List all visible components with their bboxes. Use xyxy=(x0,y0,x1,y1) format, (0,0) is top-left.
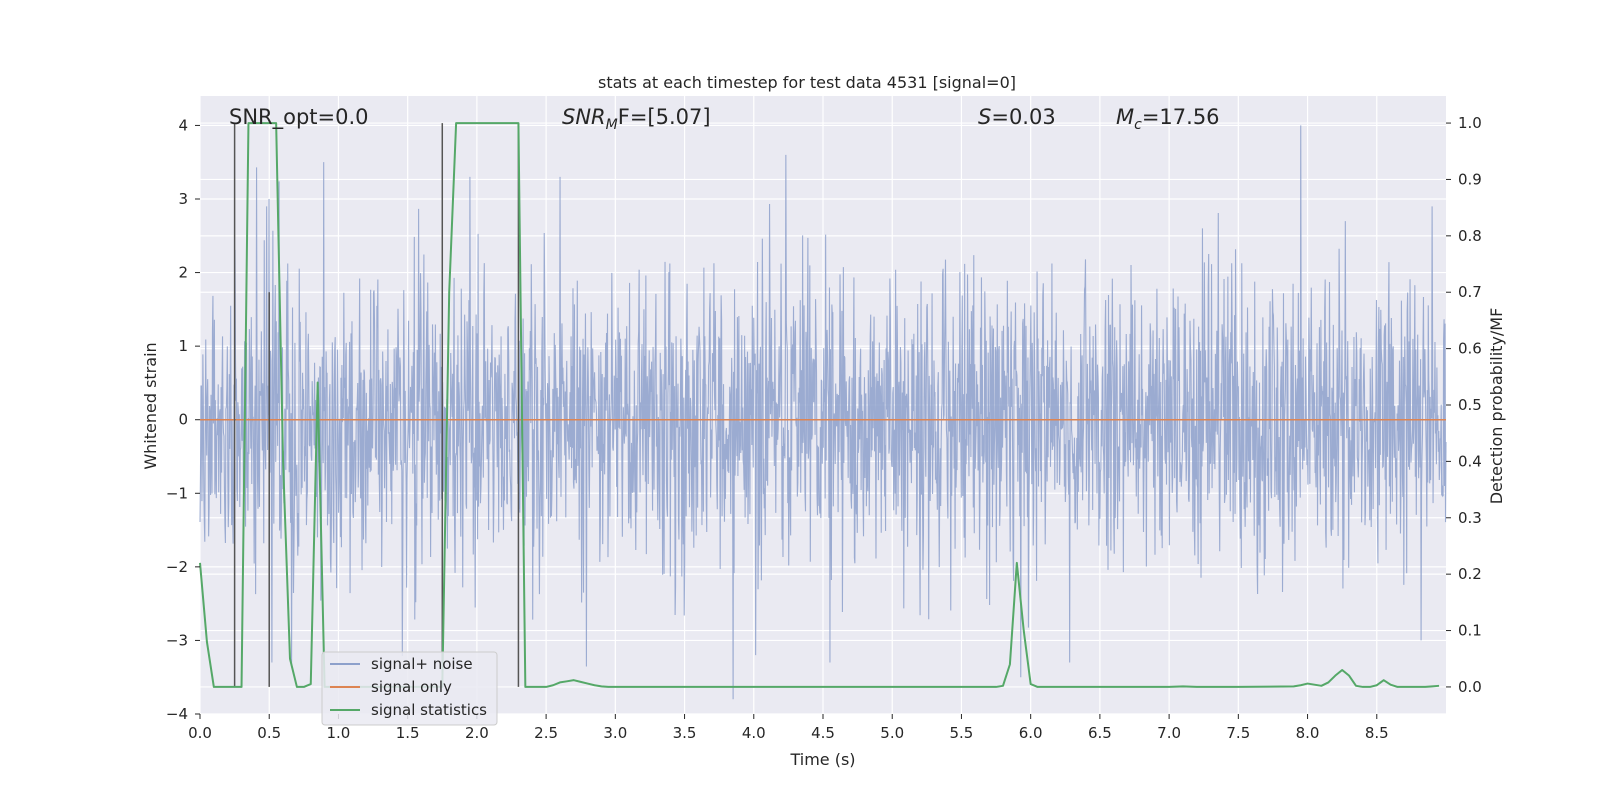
x-axis-ticks: 0.0 0.5 1.0 1.5 2.0 2.5 3.0 3.5 4.0 4.5 5.0 5.5 6.0 6… xyxy=(188,714,1389,742)
x-tick-label-0: 0.0 xyxy=(188,724,212,742)
x-tick-label-5: 2.5 xyxy=(534,724,558,742)
y-tick-label-1: −3 xyxy=(166,631,188,649)
y2-tick-label-8: 0.8 xyxy=(1458,227,1482,245)
statistics-trace xyxy=(199,122,1440,688)
x-tick-label-8: 4.0 xyxy=(742,724,766,742)
x-tick-label-7: 3.5 xyxy=(673,724,697,742)
y-axis-ticks: −4 −3 −2 −1 0 1 2 3 4 xyxy=(166,116,200,723)
x-tick-label-15: 7.5 xyxy=(1226,724,1250,742)
x-tick-label-13: 6.5 xyxy=(1088,724,1112,742)
y-tick-label-8: 4 xyxy=(178,116,188,134)
noise-trace xyxy=(199,125,1447,700)
y2-tick-label-10: 1.0 xyxy=(1458,114,1482,132)
vertical-markers xyxy=(233,123,520,687)
y2-tick-label-0: 0.0 xyxy=(1458,678,1482,696)
legend-box xyxy=(321,651,498,726)
y-tick-label-3: −1 xyxy=(166,484,188,502)
x-tick-label-14: 7.0 xyxy=(1157,724,1181,742)
x-tick-label-4: 2.0 xyxy=(465,724,489,742)
annotation-snr-mf-sub: M xyxy=(606,117,618,133)
x-tick-label-3: 1.5 xyxy=(396,724,420,742)
y-tick-label-6: 2 xyxy=(178,264,188,282)
legend-label-signal-only: signal only xyxy=(371,678,452,696)
y2-tick-label-5: 0.5 xyxy=(1458,396,1482,414)
x-tick-label-10: 5.0 xyxy=(880,724,904,742)
y2-tick-label-2: 0.2 xyxy=(1458,565,1482,583)
y-tick-label-0: −4 xyxy=(166,705,188,723)
x-tick-label-12: 6.0 xyxy=(1019,724,1043,742)
annotation-mc-base: M xyxy=(1116,105,1134,129)
y2-axis-ticks: 0.0 0.1 0.2 0.3 0.4 0.5 0.6 0.7 0.8 0.9 1.0 xyxy=(1446,114,1482,696)
legend: signal+ noise signal only signal statist… xyxy=(321,651,498,726)
annotation-mc-rest: =17.56 xyxy=(1142,105,1220,129)
y-tick-label-7: 3 xyxy=(178,190,188,208)
y-tick-label-5: 1 xyxy=(178,337,188,355)
annotation-snr-mf-rest: F=[5.07] xyxy=(618,105,711,129)
chart-title: stats at each timestep for test data 453… xyxy=(598,73,1016,92)
annotation-s: S=0.03 xyxy=(978,105,1056,129)
y-axis-label: Whitened strain xyxy=(141,342,160,469)
annotation-mc: Mc=17.56 xyxy=(1116,105,1220,133)
x-tick-label-9: 4.5 xyxy=(811,724,835,742)
annotation-mc-sub: c xyxy=(1134,117,1142,133)
annotation-s-rest: =0.03 xyxy=(991,105,1055,129)
y2-tick-label-3: 0.3 xyxy=(1458,509,1482,527)
y2-tick-label-4: 0.4 xyxy=(1458,452,1482,470)
series-signal-plus-noise xyxy=(199,125,1447,700)
legend-label-signal-statistics: signal statistics xyxy=(371,701,487,719)
annotation-s-base: S xyxy=(978,105,991,129)
x-tick-label-2: 1.0 xyxy=(327,724,351,742)
y2-tick-label-9: 0.9 xyxy=(1458,170,1482,188)
y2-tick-label-7: 0.7 xyxy=(1458,283,1482,301)
x-tick-label-6: 3.0 xyxy=(603,724,627,742)
x-tick-label-17: 8.5 xyxy=(1365,724,1389,742)
y2-axis-label: Detection probability/MF xyxy=(1487,308,1506,505)
x-tick-label-11: 5.5 xyxy=(950,724,974,742)
x-tick-label-1: 0.5 xyxy=(257,724,281,742)
y2-tick-label-6: 0.6 xyxy=(1458,340,1482,358)
legend-label-signal-plus-noise: signal+ noise xyxy=(371,655,473,673)
y2-tick-label-1: 0.1 xyxy=(1458,622,1482,640)
y-tick-label-4: 0 xyxy=(178,411,188,429)
annotation-snr-opt: SNR_opt=0.0 xyxy=(229,105,369,130)
x-tick-label-16: 8.0 xyxy=(1296,724,1320,742)
annotation-snr-mf: SNRMF=[5.07] xyxy=(562,105,711,133)
series-signal-statistics xyxy=(199,122,1440,688)
annotation-snr-mf-base: SNR xyxy=(562,105,606,129)
x-axis-label: Time (s) xyxy=(789,750,855,769)
y-tick-label-2: −2 xyxy=(166,558,188,576)
